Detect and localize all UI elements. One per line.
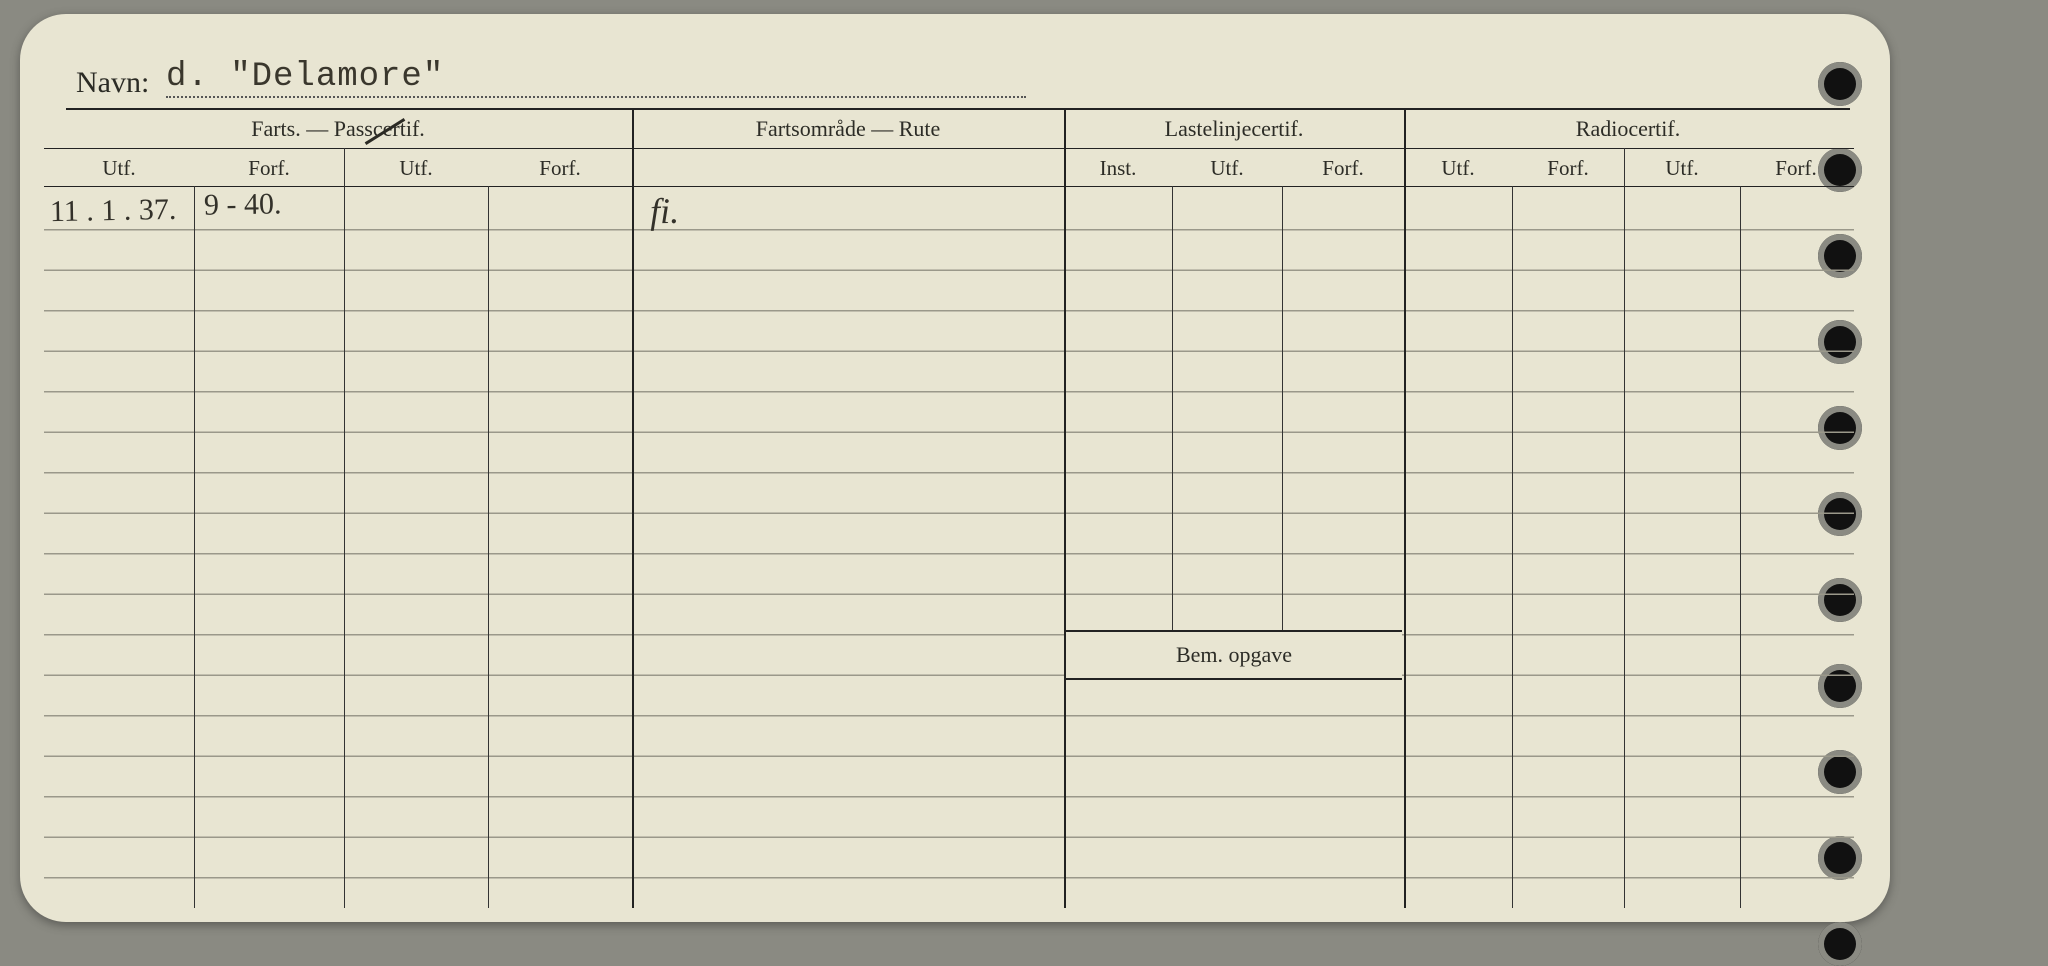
header-laste: Lastelinjecertif. [1064, 116, 1404, 142]
sub-utf: Utf. [1624, 156, 1740, 181]
navn-label: Navn: [76, 66, 149, 100]
grid: Farts. — Passcertif. Fartsområde — Rute … [44, 108, 1854, 908]
col-divider [1512, 186, 1513, 908]
entry-farts-forf: 9 - 40. [204, 187, 282, 222]
header-farts: Farts. — Passcertif. [44, 116, 632, 142]
entry-rute: fi. [650, 190, 680, 233]
header-rute: Fartsområde — Rute [632, 116, 1064, 142]
divider-rute-left [632, 108, 634, 908]
col-divider [1740, 186, 1741, 908]
col-divider [1282, 186, 1283, 668]
col-divider [344, 148, 345, 908]
sub-forf: Forf. [1740, 156, 1852, 181]
navn-value: d. "Delamore" [166, 58, 444, 96]
navn-underline [166, 96, 1026, 98]
bem-label: Bem. opgave [1066, 642, 1402, 668]
sub-forf: Forf. [1512, 156, 1624, 181]
hole-icon [1818, 922, 1862, 966]
header-radio: Radiocertif. [1404, 116, 1852, 142]
sub-utf: Utf. [344, 156, 488, 181]
rule-section-bottom [44, 148, 1854, 149]
col-divider [1624, 148, 1625, 908]
col-divider [488, 186, 489, 908]
index-card: Navn: d. "Delamore" Farts. — Passcertif.… [20, 14, 1890, 922]
entry-farts-utf: 11 . 1 . 37. [50, 193, 177, 229]
ruled-lines [44, 190, 1854, 908]
col-divider [194, 186, 195, 908]
col-divider [1172, 186, 1173, 668]
name-row: Navn: d. "Delamore" [66, 44, 1850, 110]
divider-laste-left [1064, 108, 1066, 908]
sub-forf: Forf. [1282, 156, 1404, 181]
sub-utf: Utf. [1172, 156, 1282, 181]
rule-subheader-bottom [44, 186, 1854, 187]
sub-utf: Utf. [44, 156, 194, 181]
sub-inst: Inst. [1064, 156, 1172, 181]
divider-radio-left [1404, 108, 1406, 908]
bem-opgave-cell: Bem. opgave [1066, 630, 1402, 680]
sub-forf: Forf. [488, 156, 632, 181]
sub-forf: Forf. [194, 156, 344, 181]
sub-utf: Utf. [1404, 156, 1512, 181]
